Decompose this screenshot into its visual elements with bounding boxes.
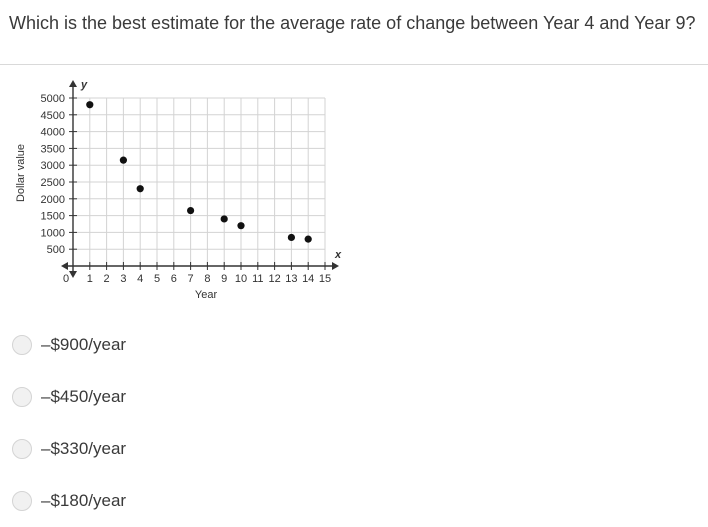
x-tick-label: 3: [120, 273, 126, 285]
answer-option-3[interactable]: –$330/year: [12, 434, 312, 464]
answer-option-2[interactable]: –$450/year: [12, 382, 312, 412]
x-tick-label: 2: [104, 273, 110, 285]
y-tick-label: 3000: [41, 160, 65, 172]
y-axis-arrow-down: [69, 271, 77, 278]
y-axis-label: Dollar value: [15, 144, 27, 202]
y-tick-label: 4000: [41, 127, 65, 139]
x-axis-arrow-right: [332, 262, 339, 270]
data-point: [187, 206, 195, 215]
data-point: [304, 235, 312, 243]
x-tick-label: 10: [235, 273, 247, 285]
y-tick-label: 3500: [41, 143, 65, 155]
x-tick-label: 1: [87, 273, 93, 285]
y-tick-label: 1000: [41, 227, 65, 239]
data-point: [237, 222, 245, 230]
y-axis-letter: y: [80, 79, 88, 91]
x-tick-label: 4: [137, 273, 143, 285]
x-axis-label: Year: [195, 289, 218, 301]
x-axis-arrow-left: [61, 262, 68, 270]
scatter-chart: 1 2 3 4 5 6 7 8 9 10 11 12 13 14 155001000150020002500…: [15, 79, 342, 301]
radio-button[interactable]: [12, 335, 32, 355]
data-point: [136, 185, 144, 193]
x-tick-label: 7: [188, 273, 194, 285]
x-tick-label: 6: [171, 273, 177, 285]
option-label: –$450/year: [41, 387, 127, 406]
answer-option-4[interactable]: –$180/year: [12, 486, 312, 516]
option-label: –$330/year: [41, 439, 127, 458]
data-point: [86, 101, 94, 109]
x-tick-label: 12: [268, 273, 280, 285]
option-label: –$900/year: [41, 335, 127, 354]
x-tick-label: 11: [252, 273, 263, 285]
x-tick-label: 14: [302, 273, 314, 285]
divider: [0, 64, 708, 65]
question-text: Which is the best estimate for the avera…: [9, 13, 696, 33]
x-axis-letter: x: [334, 249, 342, 261]
x-tick-label: 13: [285, 273, 297, 285]
option-label: –$180/year: [41, 491, 127, 510]
radio-button[interactable]: [12, 439, 32, 459]
y-tick-label: 4500: [41, 110, 65, 122]
x-tick-label: 15: [319, 273, 331, 285]
y-tick-label: 2500: [41, 177, 65, 189]
data-point: [119, 156, 127, 164]
y-tick-label: 5000: [41, 93, 65, 105]
origin-label: 0: [63, 273, 69, 285]
y-tick-label: 500: [47, 244, 65, 256]
y-tick-label: 2000: [41, 194, 65, 206]
answer-option-1[interactable]: –$900/year: [12, 330, 312, 360]
x-tick-label: 8: [204, 273, 210, 285]
data-point: [287, 233, 295, 242]
data-point: [220, 215, 228, 223]
radio-button[interactable]: [12, 491, 32, 511]
x-tick-label: 5: [154, 273, 160, 285]
y-axis-arrow-up: [69, 80, 77, 87]
y-tick-label: 1500: [41, 211, 65, 223]
x-tick-label: 9: [221, 273, 227, 285]
radio-button[interactable]: [12, 387, 32, 407]
